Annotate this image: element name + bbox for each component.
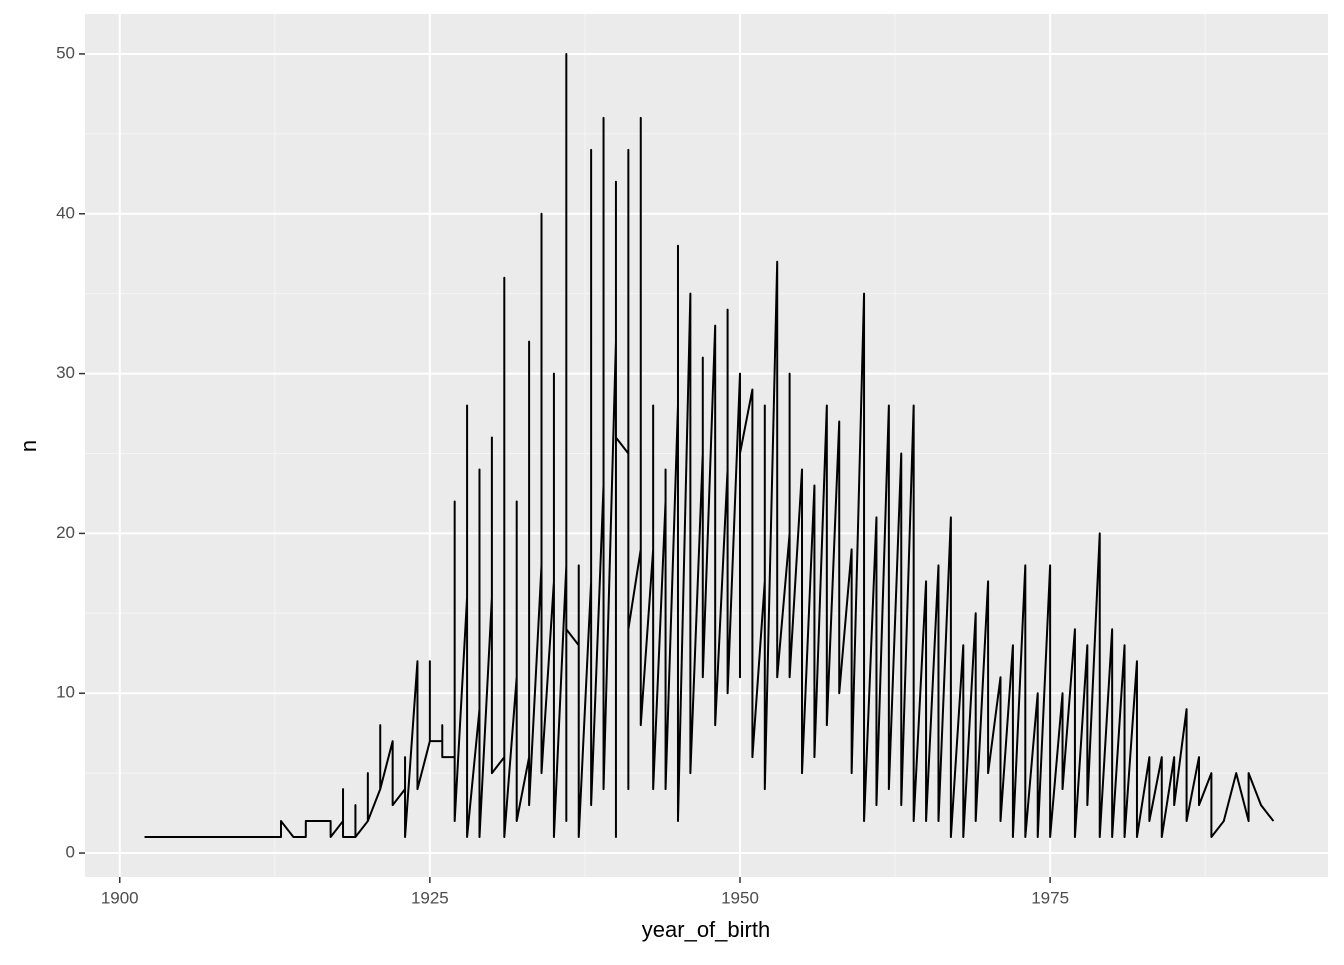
- y-axis-label: n: [16, 440, 41, 452]
- y-tick-label: 50: [56, 43, 75, 62]
- x-tick-label: 1925: [411, 888, 449, 907]
- y-tick-label: 20: [56, 523, 75, 542]
- x-tick-label: 1900: [101, 888, 139, 907]
- y-tick-label: 30: [56, 363, 75, 382]
- panel: [85, 14, 1328, 877]
- y-tick-label: 10: [56, 683, 75, 702]
- x-tick-label: 1975: [1031, 888, 1069, 907]
- data-line: [144, 52, 1275, 839]
- y-tick-label: 40: [56, 203, 75, 222]
- y-tick-label: 0: [66, 843, 75, 862]
- x-tick-label: 1950: [721, 888, 759, 907]
- x-axis-label: year_of_birth: [642, 917, 770, 942]
